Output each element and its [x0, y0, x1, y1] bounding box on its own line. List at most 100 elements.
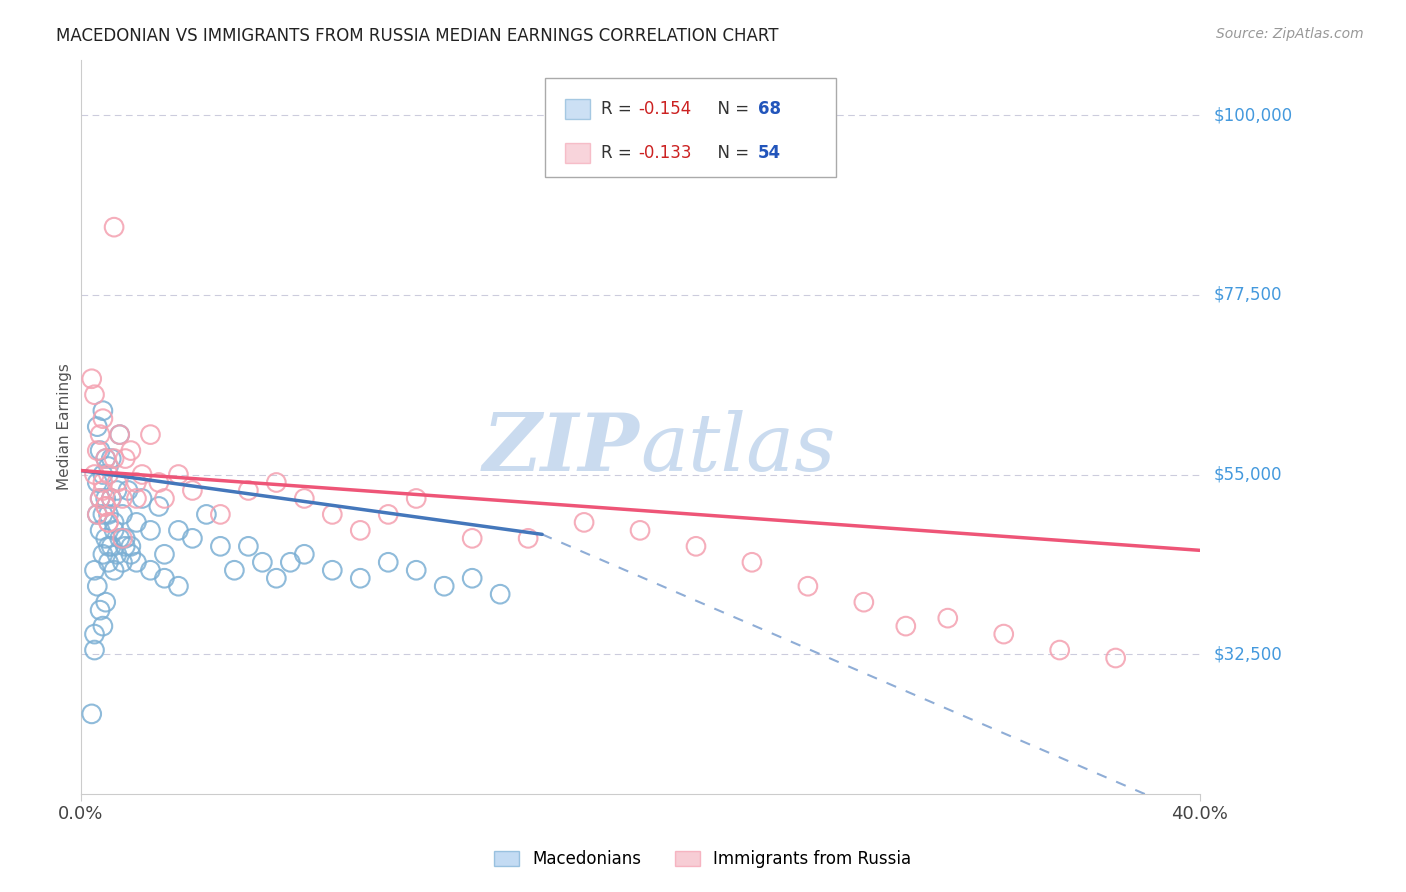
Point	[131, 467, 153, 482]
Point	[125, 475, 148, 490]
Y-axis label: Median Earnings: Median Earnings	[58, 363, 72, 490]
Text: N =: N =	[707, 145, 755, 162]
Point	[91, 475, 114, 490]
Point	[120, 547, 142, 561]
Point	[252, 555, 274, 569]
Point	[167, 579, 190, 593]
Text: N =: N =	[707, 100, 755, 118]
Point	[153, 547, 176, 561]
Point	[195, 508, 218, 522]
FancyBboxPatch shape	[546, 78, 837, 177]
Point	[97, 516, 120, 530]
Point	[120, 443, 142, 458]
Point	[741, 555, 763, 569]
FancyBboxPatch shape	[565, 99, 589, 120]
Point	[111, 491, 134, 506]
Point	[89, 443, 111, 458]
Point	[1049, 643, 1071, 657]
Point	[405, 491, 427, 506]
Text: MACEDONIAN VS IMMIGRANTS FROM RUSSIA MEDIAN EARNINGS CORRELATION CHART: MACEDONIAN VS IMMIGRANTS FROM RUSSIA MED…	[56, 27, 779, 45]
Point	[91, 508, 114, 522]
Point	[238, 483, 260, 498]
Point	[117, 483, 139, 498]
Text: $100,000: $100,000	[1213, 106, 1292, 125]
Point	[167, 524, 190, 538]
Point	[993, 627, 1015, 641]
Text: 68: 68	[758, 100, 780, 118]
Point	[108, 427, 131, 442]
Point	[292, 491, 315, 506]
Point	[86, 475, 108, 490]
Point	[83, 563, 105, 577]
Text: R =: R =	[600, 100, 637, 118]
Point	[1104, 651, 1126, 665]
Legend: Macedonians, Immigrants from Russia: Macedonians, Immigrants from Russia	[488, 844, 918, 875]
Point	[105, 483, 128, 498]
Point	[94, 500, 117, 514]
Point	[125, 491, 148, 506]
Point	[83, 643, 105, 657]
Point	[139, 524, 162, 538]
Point	[83, 388, 105, 402]
Point	[139, 563, 162, 577]
Point	[100, 451, 122, 466]
Point	[89, 491, 111, 506]
Point	[86, 419, 108, 434]
Point	[97, 516, 120, 530]
Point	[685, 539, 707, 553]
Point	[94, 491, 117, 506]
Point	[91, 483, 114, 498]
Point	[111, 532, 134, 546]
Text: $77,500: $77,500	[1213, 286, 1282, 304]
Point	[321, 508, 343, 522]
Point	[181, 532, 204, 546]
Point	[103, 220, 125, 235]
Point	[100, 491, 122, 506]
Point	[91, 467, 114, 482]
Point	[108, 532, 131, 546]
Point	[517, 532, 540, 546]
Point	[100, 491, 122, 506]
Point	[139, 427, 162, 442]
Point	[278, 555, 301, 569]
Text: 54: 54	[758, 145, 780, 162]
Point	[97, 467, 120, 482]
Point	[105, 547, 128, 561]
Point	[97, 459, 120, 474]
Point	[125, 555, 148, 569]
Point	[91, 619, 114, 633]
Point	[209, 539, 232, 553]
Point	[148, 475, 170, 490]
Text: -0.133: -0.133	[638, 145, 692, 162]
Point	[120, 539, 142, 553]
Point	[86, 508, 108, 522]
Point	[114, 532, 136, 546]
Point	[94, 451, 117, 466]
Point	[91, 403, 114, 417]
Point	[97, 539, 120, 553]
Point	[89, 524, 111, 538]
Point	[349, 524, 371, 538]
Point	[103, 451, 125, 466]
Point	[125, 516, 148, 530]
Text: Source: ZipAtlas.com: Source: ZipAtlas.com	[1216, 27, 1364, 41]
Point	[321, 563, 343, 577]
Point	[153, 491, 176, 506]
Point	[86, 579, 108, 593]
Point	[292, 547, 315, 561]
Text: ZIP: ZIP	[484, 410, 640, 487]
Point	[80, 372, 103, 386]
Point	[489, 587, 512, 601]
Point	[89, 427, 111, 442]
Point	[572, 516, 595, 530]
Point	[97, 508, 120, 522]
Point	[797, 579, 820, 593]
Point	[89, 491, 111, 506]
Text: $55,000: $55,000	[1213, 466, 1282, 483]
Text: $32,500: $32,500	[1213, 645, 1282, 663]
Point	[349, 571, 371, 585]
Point	[148, 500, 170, 514]
Point	[100, 539, 122, 553]
Point	[86, 443, 108, 458]
Point	[238, 539, 260, 553]
